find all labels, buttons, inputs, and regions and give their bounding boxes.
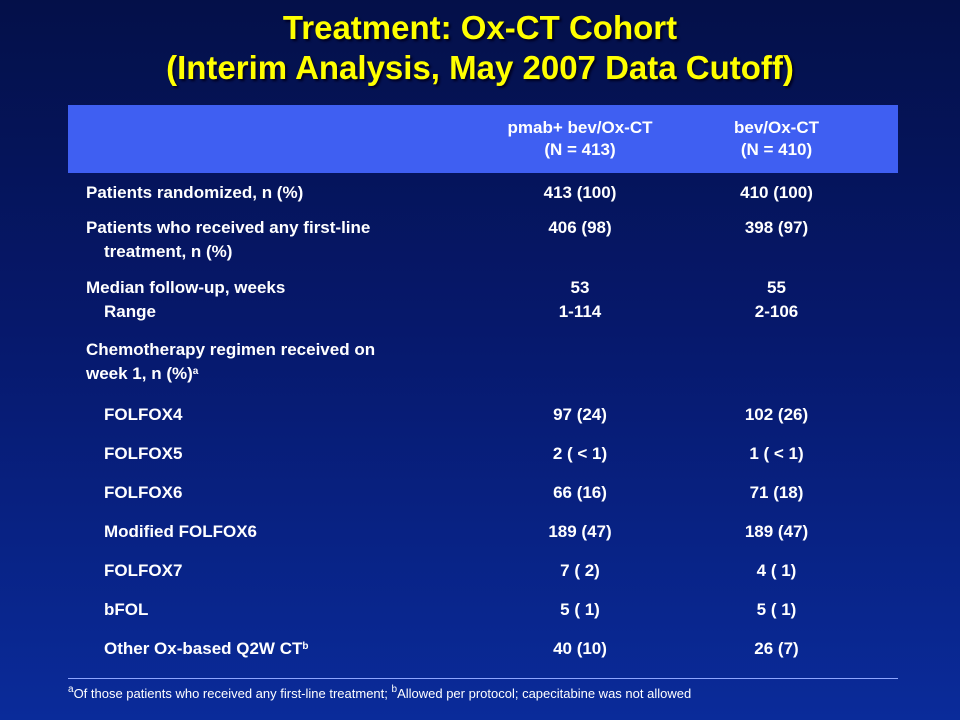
table-row: Patients who received any first-line tre… xyxy=(68,216,898,264)
row-value-b: 398 (97) xyxy=(744,218,809,237)
regimen-value-b: 1 ( < 1) xyxy=(749,444,804,463)
regimen-value-a: 97 (24) xyxy=(553,405,607,424)
slide-title: Treatment: Ox-CT Cohort (Interim Analysi… xyxy=(0,8,960,88)
header-bev-n: (N = 410) xyxy=(740,140,813,159)
table-row: FOLFOX6 66 (16) 71 (18) xyxy=(68,481,898,505)
footnote: aOf those patients who received any firs… xyxy=(68,684,692,701)
row-label-line-2: week 1, n (%)a xyxy=(86,362,505,386)
table-row: Median follow-up, weeks Range 53 1-114 5… xyxy=(68,276,898,324)
row-label: Median follow-up, weeks Range xyxy=(68,276,505,324)
regimen-value-b: 189 (47) xyxy=(744,522,809,541)
table-row: Chemotherapy regimen received on week 1,… xyxy=(68,338,898,386)
title-line-1: Treatment: Ox-CT Cohort xyxy=(282,9,678,46)
regimen-label-text: FOLFOX7 xyxy=(104,561,183,580)
followup-range-b: 2-106 xyxy=(754,302,799,321)
table-row: FOLFOX4 97 (24) 102 (26) xyxy=(68,403,898,427)
row-value-b xyxy=(655,338,898,386)
row-value-b: 410 (100) xyxy=(740,183,813,202)
regimen-value-a: 2 ( < 1) xyxy=(552,444,608,463)
row-value-a: 413 (100) xyxy=(543,183,617,202)
regimen-value-a: 7 ( 2) xyxy=(560,561,600,580)
regimen-value-a: 189 (47) xyxy=(548,522,612,541)
row-label-line-1: Patients who received any first-line xyxy=(86,218,371,237)
row-label-line-2: treatment, n (%) xyxy=(104,242,233,261)
row-value-a xyxy=(505,338,655,386)
row-label-line-1: Chemotherapy regimen received on xyxy=(86,340,376,359)
regimen-value-a: 66 (16) xyxy=(553,483,607,502)
regimen-label: Other Ox-based Q2W CTb xyxy=(68,637,505,661)
header-pmab-bev-n: (N = 413) xyxy=(544,140,616,159)
row-label: Patients randomized, n (%) xyxy=(86,183,304,202)
footnote-text-a: Of those patients who received any first… xyxy=(73,686,392,701)
regimen-label: Modified FOLFOX6 xyxy=(68,520,505,544)
table-row: Patients randomized, n (%) 413 (100) 410… xyxy=(68,181,898,205)
table-row: FOLFOX7 7 ( 2) 4 ( 1) xyxy=(68,559,898,583)
footnote-marker-a: a xyxy=(192,366,199,377)
regimen-label-text: FOLFOX4 xyxy=(104,405,183,424)
footnote-marker-b: b xyxy=(302,641,309,652)
regimen-label: bFOL xyxy=(68,598,505,622)
row-value-b: 55 2-106 xyxy=(655,276,898,324)
followup-range-a: 1-114 xyxy=(558,302,602,321)
table-row: Other Ox-based Q2W CTb 40 (10) 26 (7) xyxy=(68,637,898,661)
header-bev: bev/Ox-CT (N = 410) xyxy=(655,117,898,161)
treatment-table: pmab+ bev/Ox-CT (N = 413) bev/Ox-CT (N =… xyxy=(68,105,898,661)
row-label-line-1: Median follow-up, weeks xyxy=(86,278,286,297)
table-row: FOLFOX5 2 ( < 1) 1 ( < 1) xyxy=(68,442,898,466)
followup-median-b: 55 xyxy=(767,278,786,297)
row-value-a: 53 1-114 xyxy=(505,276,655,324)
footnote-sup-a: a xyxy=(68,684,74,695)
regimen-label-text: Other Ox-based Q2W CT xyxy=(104,639,303,658)
header-pmab-bev: pmab+ bev/Ox-CT (N = 413) xyxy=(505,117,655,161)
header-bev-label: bev/Ox-CT xyxy=(733,118,820,137)
regimen-list: FOLFOX4 97 (24) 102 (26) FOLFOX5 2 ( < 1) 1 (… xyxy=(68,403,898,661)
regimen-value-b: 4 ( 1) xyxy=(756,561,797,580)
row-value-a: 406 (98) xyxy=(548,218,612,237)
regimen-value-a: 5 ( 1) xyxy=(560,600,600,619)
regimen-label: FOLFOX5 xyxy=(68,442,505,466)
regimen-value-b: 5 ( 1) xyxy=(756,600,797,619)
chemo-label-text: week 1, n (%) xyxy=(86,364,193,383)
footnote-text-b: Allowed per protocol; capecitabine was n… xyxy=(397,686,692,701)
row-label-line-2: Range xyxy=(104,302,156,321)
table-header-row: pmab+ bev/Ox-CT (N = 413) bev/Ox-CT (N =… xyxy=(68,105,898,173)
footnote-divider xyxy=(68,678,898,679)
table-row: Modified FOLFOX6 189 (47) 189 (47) xyxy=(68,520,898,544)
regimen-value-b: 26 (7) xyxy=(754,639,799,658)
regimen-label-text: bFOL xyxy=(104,600,149,619)
regimen-value-b: 102 (26) xyxy=(744,405,809,424)
header-pmab-bev-label: pmab+ bev/Ox-CT xyxy=(507,118,653,137)
table-row: bFOL 5 ( 1) 5 ( 1) xyxy=(68,598,898,622)
title-line-2: (Interim Analysis, May 2007 Data Cutoff) xyxy=(166,49,794,86)
regimen-label: FOLFOX4 xyxy=(68,403,505,427)
regimen-label: FOLFOX6 xyxy=(68,481,505,505)
regimen-label: FOLFOX7 xyxy=(68,559,505,583)
regimen-label-text: FOLFOX5 xyxy=(104,444,183,463)
row-label: Chemotherapy regimen received on week 1,… xyxy=(68,338,505,386)
footnote-sup-b: b xyxy=(391,684,398,695)
row-label: Patients who received any first-line tre… xyxy=(68,216,505,264)
regimen-label-text: FOLFOX6 xyxy=(104,483,183,502)
regimen-label-text: Modified FOLFOX6 xyxy=(104,522,257,541)
followup-median-a: 53 xyxy=(570,278,590,297)
regimen-value-a: 40 (10) xyxy=(553,639,607,658)
regimen-value-b: 71 (18) xyxy=(749,483,804,502)
